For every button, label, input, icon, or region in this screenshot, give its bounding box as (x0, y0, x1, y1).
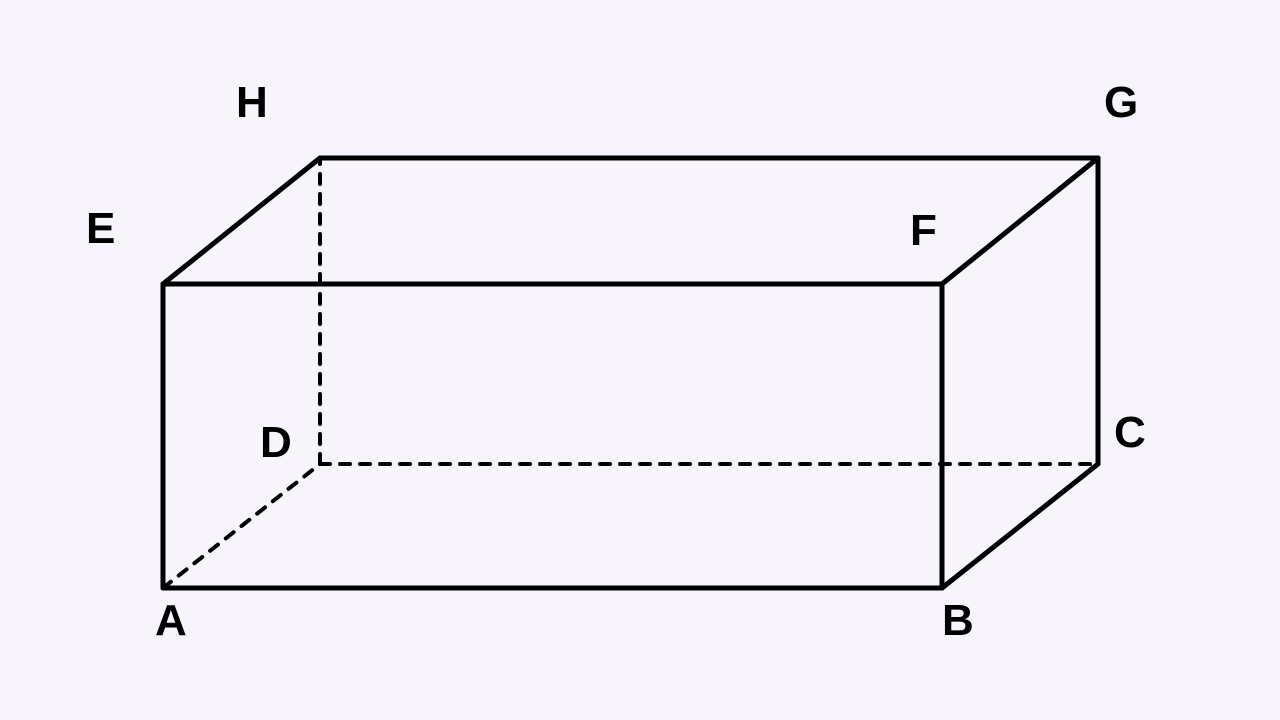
edge-BC (942, 464, 1098, 588)
vertex-label-a: A (155, 596, 187, 646)
edge-FG (942, 158, 1098, 284)
edge-HE (163, 158, 320, 284)
vertex-label-f: F (910, 206, 937, 256)
vertex-label-d: D (260, 418, 292, 468)
vertex-label-h: H (236, 78, 268, 128)
vertex-label-c: C (1114, 408, 1146, 458)
edge-dashed-AD (163, 464, 320, 588)
cuboid-diagram (0, 0, 1280, 720)
vertex-label-b: B (942, 596, 974, 646)
vertex-label-g: G (1104, 78, 1138, 128)
vertex-label-e: E (86, 204, 115, 254)
